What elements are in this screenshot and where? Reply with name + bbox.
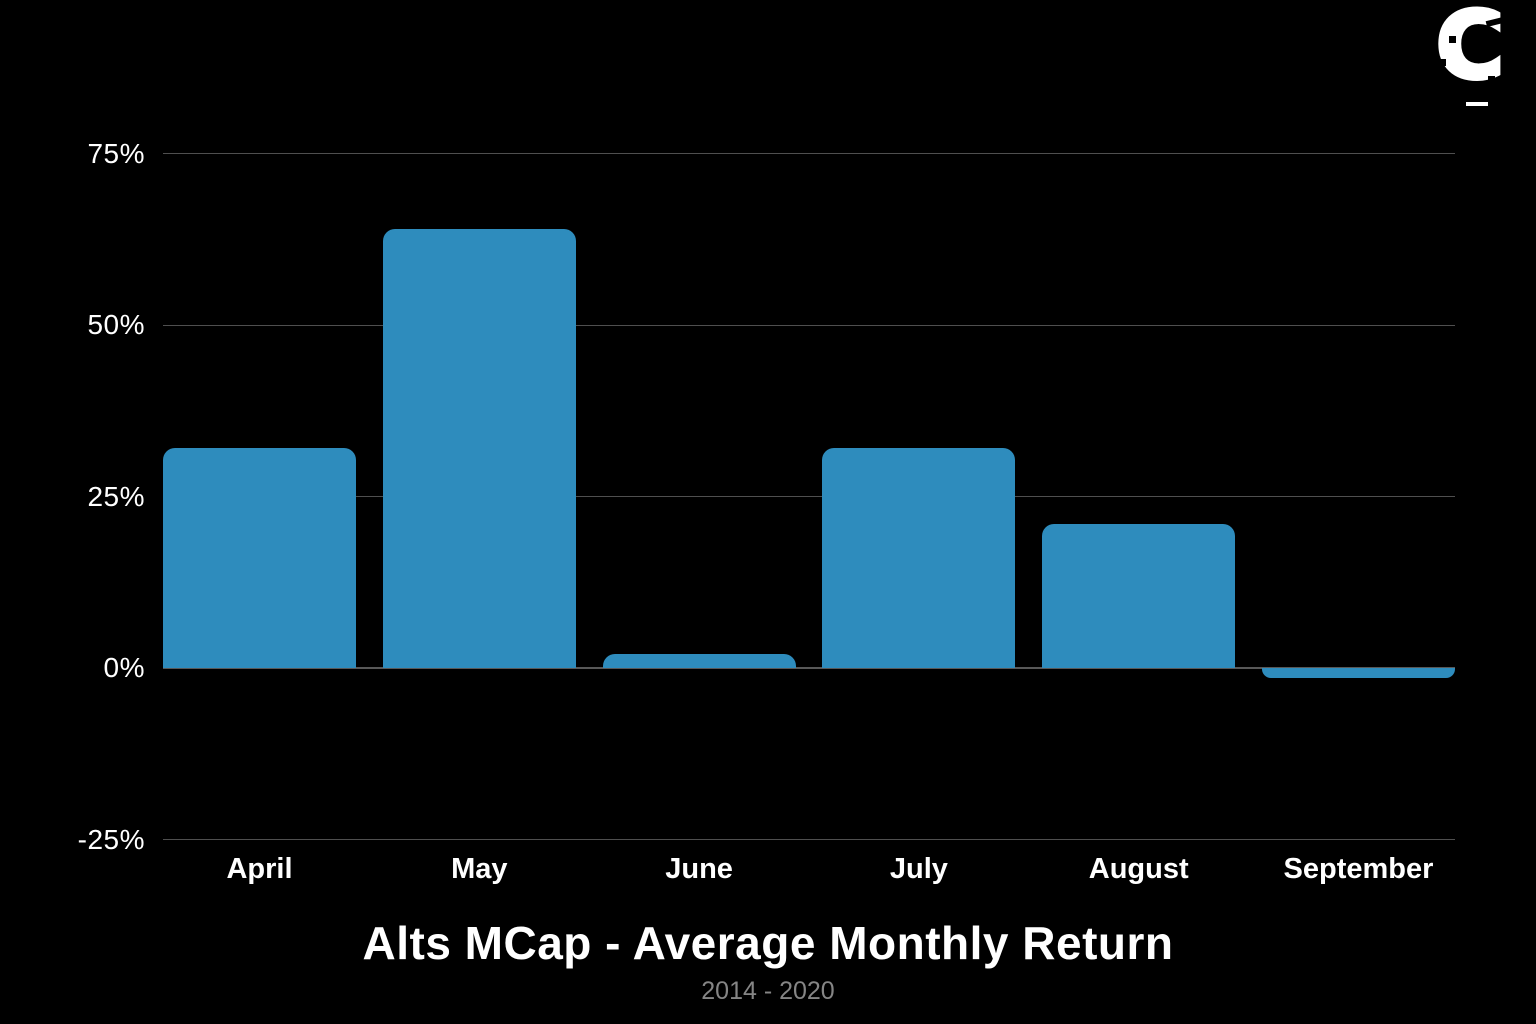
gridline <box>163 496 1455 497</box>
x-tick-label-may: May <box>451 853 508 885</box>
chart-subtitle: 2014 - 2020 <box>701 977 835 1005</box>
gridline <box>163 153 1455 154</box>
logo-glitch-mark <box>1455 79 1462 86</box>
zero-axis-line <box>163 667 1455 669</box>
logo-glitch-mark <box>1432 59 1446 66</box>
bar-july <box>822 448 1016 668</box>
y-tick-label: 50% <box>87 309 145 340</box>
logo-glitch-mark <box>1464 94 1490 99</box>
x-tick-label-july: July <box>889 853 948 885</box>
y-tick-label: 75% <box>87 137 145 169</box>
bar-june <box>602 654 796 668</box>
y-tick-label: 0% <box>103 652 145 683</box>
bar-april <box>163 448 356 668</box>
bar-september <box>1262 668 1455 679</box>
x-tick-label-september: September <box>1283 853 1434 885</box>
y-tick-label: -25% <box>77 823 145 855</box>
gridline <box>163 324 1455 326</box>
logo-glitch-mark <box>1488 76 1495 83</box>
logo-glitch-mark <box>1449 36 1456 43</box>
y-tick-label: 25% <box>87 480 145 512</box>
bar-august <box>1042 523 1236 668</box>
logo-glitch-mark <box>1466 102 1488 106</box>
gridline <box>163 839 1455 840</box>
chart-title: Alts MCap - Average Monthly Return <box>362 917 1174 969</box>
x-tick-label-august: August <box>1088 853 1189 885</box>
brand-logo: C <box>1424 0 1516 106</box>
x-tick-label-april: April <box>226 853 293 885</box>
bar-may <box>382 228 576 668</box>
x-tick-label-june: June <box>665 853 733 885</box>
